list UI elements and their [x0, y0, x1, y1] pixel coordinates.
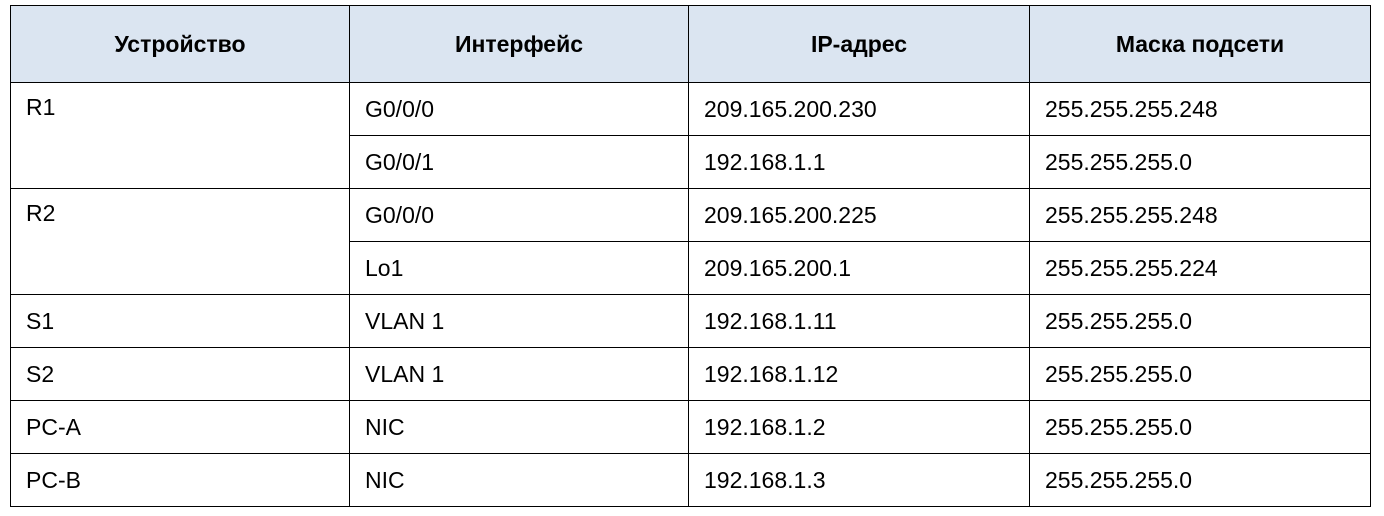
ip-cell: 192.168.1.11 — [688, 294, 1030, 348]
interface-cell: VLAN 1 — [349, 294, 689, 348]
device-cell: R2 — [10, 188, 350, 295]
interface-cell: NIC — [349, 453, 689, 507]
interface-cell: G0/0/0 — [349, 188, 689, 242]
device-cell: PC-B — [10, 453, 350, 507]
table-body: R1 G0/0/0 209.165.200.230 255.255.255.24… — [10, 82, 1371, 507]
ip-cell: 192.168.1.12 — [688, 347, 1030, 401]
table-row: R2 G0/0/0 209.165.200.225 255.255.255.24… — [10, 188, 1371, 295]
mask-cell: 255.255.255.0 — [1029, 135, 1371, 189]
device-cell: R1 — [10, 82, 350, 189]
table-row: R1 G0/0/0 209.165.200.230 255.255.255.24… — [10, 82, 1371, 189]
table-row: S2 VLAN 1 192.168.1.12 255.255.255.0 — [10, 347, 1371, 401]
header-ip-address: IP-адрес — [688, 5, 1030, 83]
mask-cell: 255.255.255.224 — [1029, 241, 1371, 295]
ip-cell: 192.168.1.1 — [688, 135, 1030, 189]
mask-cell: 255.255.255.0 — [1029, 294, 1371, 348]
mask-cell: 255.255.255.248 — [1029, 82, 1371, 136]
interface-cell: G0/0/1 — [349, 135, 689, 189]
mask-cell: 255.255.255.0 — [1029, 400, 1371, 454]
interface-cell: Lo1 — [349, 241, 689, 295]
ip-cell: 209.165.200.225 — [688, 188, 1030, 242]
header-device: Устройство — [10, 5, 350, 83]
header-subnet-mask: Маска подсети — [1029, 5, 1371, 83]
interface-cell: G0/0/0 — [349, 82, 689, 136]
table-row: S1 VLAN 1 192.168.1.11 255.255.255.0 — [10, 294, 1371, 348]
ip-cell: 192.168.1.2 — [688, 400, 1030, 454]
mask-cell: 255.255.255.248 — [1029, 188, 1371, 242]
addressing-table: Устройство Интерфейс IP-адрес Маска подс… — [10, 5, 1371, 507]
table-header: Устройство Интерфейс IP-адрес Маска подс… — [10, 5, 1371, 83]
device-cell: PC-A — [10, 400, 350, 454]
header-row: Устройство Интерфейс IP-адрес Маска подс… — [10, 5, 1371, 83]
device-cell: S2 — [10, 347, 350, 401]
table-row: G0/0/1 192.168.1.1 255.255.255.0 — [11, 135, 1371, 189]
mask-cell: 255.255.255.0 — [1029, 347, 1371, 401]
device-cell: S1 — [10, 294, 350, 348]
ip-cell: 209.165.200.1 — [688, 241, 1030, 295]
mask-cell: 255.255.255.0 — [1029, 453, 1371, 507]
table-row: PC-A NIC 192.168.1.2 255.255.255.0 — [10, 400, 1371, 454]
interface-cell: NIC — [349, 400, 689, 454]
header-interface: Интерфейс — [349, 5, 689, 83]
ip-cell: 209.165.200.230 — [688, 82, 1030, 136]
interface-cell: VLAN 1 — [349, 347, 689, 401]
ip-cell: 192.168.1.3 — [688, 453, 1030, 507]
table-row: PC-B NIC 192.168.1.3 255.255.255.0 — [10, 453, 1371, 507]
